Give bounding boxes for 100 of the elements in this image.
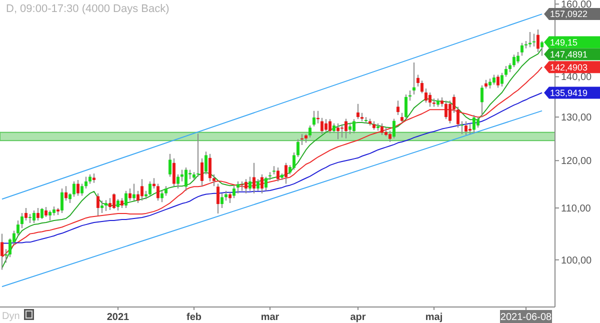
candlestick bbox=[496, 74, 500, 88]
candlestick bbox=[320, 117, 324, 135]
candlestick bbox=[128, 188, 132, 202]
candlestick bbox=[104, 200, 108, 212]
candlestick bbox=[520, 42, 524, 56]
x-tick-label: 2021-06-08 bbox=[500, 312, 552, 323]
data-label: 157,0922 bbox=[550, 9, 588, 20]
candlestick bbox=[176, 174, 180, 190]
candlestick bbox=[196, 133, 200, 178]
candlestick bbox=[332, 122, 336, 134]
candlestick bbox=[40, 207, 44, 220]
candlestick bbox=[216, 183, 220, 214]
candlestick bbox=[448, 100, 452, 124]
candlestick bbox=[156, 183, 160, 202]
candlestick bbox=[80, 183, 84, 196]
candlestick bbox=[116, 198, 120, 211]
x-tick-label: apr bbox=[350, 312, 366, 323]
candlestick bbox=[528, 31, 532, 48]
candlestick bbox=[380, 122, 384, 136]
candlestick bbox=[0, 233, 4, 270]
candlestick bbox=[212, 174, 216, 187]
candlestick bbox=[348, 122, 352, 135]
y-tick-label: 140,00 bbox=[561, 72, 592, 84]
candlestick bbox=[524, 40, 528, 49]
candlestick bbox=[240, 180, 244, 192]
candlestick bbox=[472, 114, 476, 134]
candlestick bbox=[248, 176, 252, 192]
text: 149,15 bbox=[550, 37, 578, 48]
candlestick bbox=[76, 180, 80, 196]
candlestick bbox=[308, 125, 312, 138]
candlestick bbox=[60, 188, 64, 214]
candlestick bbox=[344, 118, 348, 139]
candlestick bbox=[132, 183, 136, 202]
candlestick bbox=[32, 210, 36, 224]
candlestick bbox=[292, 152, 296, 170]
candlestick bbox=[284, 162, 288, 184]
candlestick bbox=[400, 112, 404, 123]
candlestick bbox=[300, 134, 304, 146]
candlestick bbox=[404, 94, 408, 120]
candlestick bbox=[88, 174, 92, 184]
candlestick bbox=[264, 176, 268, 192]
candlestick bbox=[136, 190, 140, 204]
candlestick bbox=[112, 192, 116, 210]
candlestick bbox=[184, 166, 188, 192]
candlestick bbox=[412, 62, 416, 96]
candlestick bbox=[172, 158, 176, 187]
candlestick bbox=[236, 180, 240, 194]
candlestick bbox=[244, 178, 248, 194]
candlestick bbox=[72, 180, 76, 198]
text: Dyn bbox=[2, 311, 20, 322]
candlestick bbox=[536, 28, 540, 53]
candlestick bbox=[260, 174, 264, 194]
x-tick-label: maj bbox=[425, 312, 443, 323]
candlestick bbox=[444, 100, 448, 120]
candlestick bbox=[328, 118, 332, 134]
candlestick bbox=[64, 186, 68, 202]
candlestick bbox=[336, 122, 340, 140]
candlestick bbox=[256, 178, 260, 192]
candlestick bbox=[228, 192, 232, 204]
candlestick bbox=[424, 88, 428, 104]
candlestick bbox=[68, 192, 72, 204]
candlestick bbox=[100, 200, 104, 214]
candlestick bbox=[108, 198, 112, 210]
candlestick bbox=[276, 166, 280, 182]
candlestick bbox=[16, 220, 20, 236]
candlestick bbox=[356, 103, 360, 120]
candlestick bbox=[164, 186, 168, 196]
candlestick bbox=[440, 96, 444, 108]
candlestick bbox=[168, 153, 172, 178]
x-tick-label: 2021 bbox=[106, 312, 130, 323]
candlestick bbox=[28, 213, 32, 224]
candlestick bbox=[96, 192, 100, 216]
candlestick bbox=[340, 124, 344, 138]
candlestick bbox=[220, 192, 224, 208]
candlestick bbox=[492, 74, 496, 86]
candlestick bbox=[92, 172, 96, 184]
candlestick bbox=[204, 151, 208, 175]
candlestick bbox=[148, 180, 152, 196]
candlestick bbox=[140, 178, 144, 202]
candlestick bbox=[4, 248, 8, 264]
data-label: 135,9419 bbox=[550, 88, 588, 98]
candlestick bbox=[428, 92, 432, 108]
candlestick bbox=[24, 207, 28, 221]
x-tick-label: feb bbox=[186, 312, 202, 323]
candlestick bbox=[160, 190, 164, 203]
candlestick bbox=[208, 153, 212, 182]
data-label: 147,4891 bbox=[550, 49, 588, 60]
candlestick bbox=[324, 118, 328, 132]
candlestick bbox=[48, 210, 52, 221]
y-tick-label: 120,00 bbox=[561, 156, 592, 168]
candlestick bbox=[456, 106, 460, 128]
candlestick bbox=[252, 162, 256, 194]
candlestick bbox=[36, 207, 40, 221]
candlestick bbox=[464, 120, 468, 136]
y-tick-label: 110,00 bbox=[561, 203, 592, 214]
candlestick bbox=[312, 110, 316, 127]
x-tick-label: mar bbox=[260, 312, 280, 323]
candlestick bbox=[296, 138, 300, 158]
candlestick bbox=[392, 118, 396, 139]
candlestick bbox=[20, 212, 24, 229]
